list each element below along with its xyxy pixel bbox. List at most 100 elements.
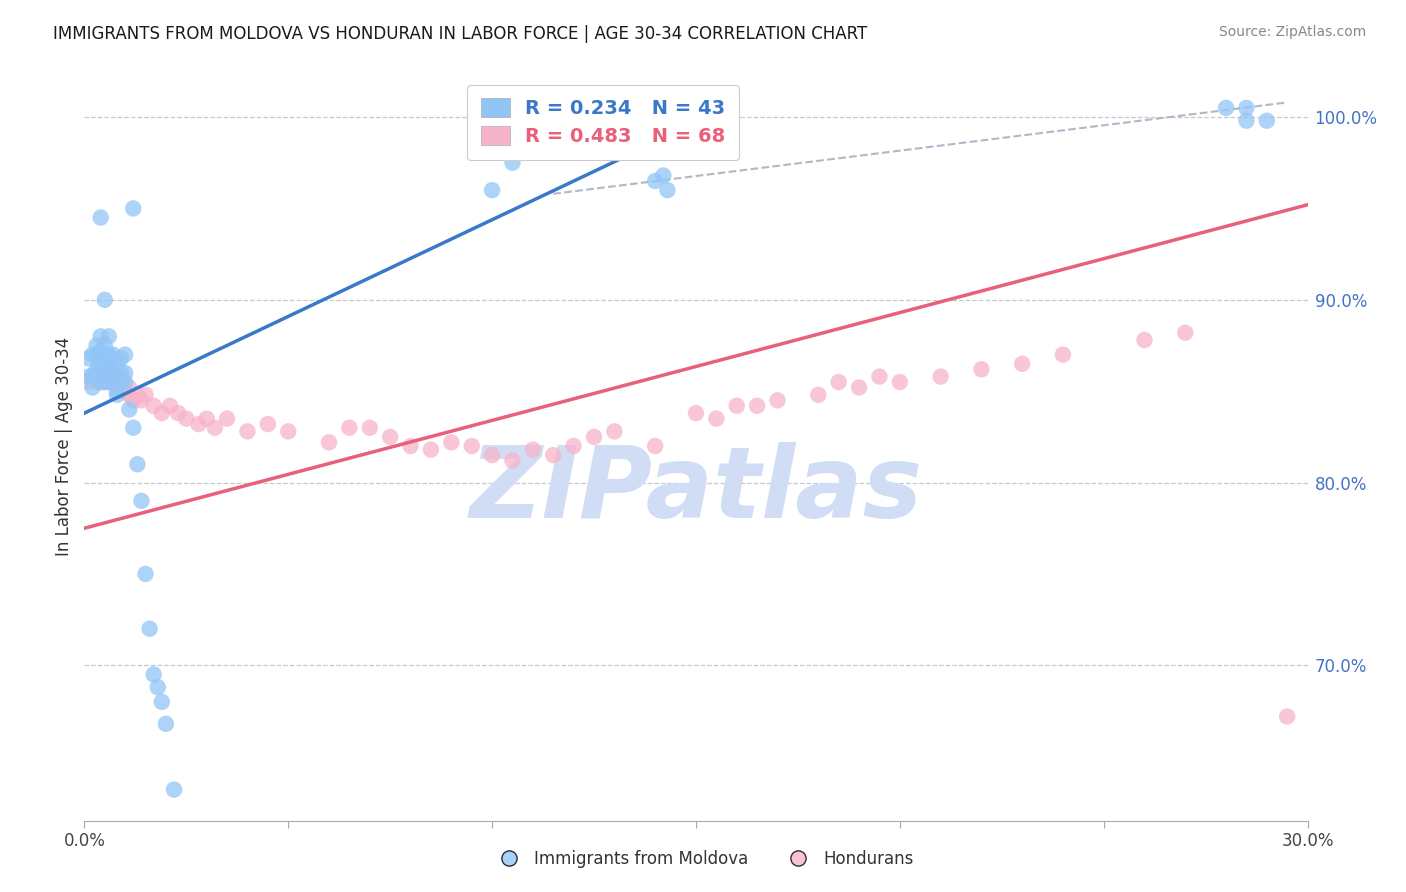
Point (848, 380, 870, 394)
Point (86, 366, 108, 380)
Point (90, 343, 112, 358)
Point (82, 348, 104, 362)
Point (110, 373, 132, 387)
Point (502, 155, 524, 169)
Point (114, 375, 136, 389)
Point (1052, 348, 1074, 362)
Point (110, 351, 132, 366)
Point (747, 399, 769, 413)
Point (481, 448, 503, 462)
Point (562, 439, 585, 453)
Point (359, 421, 381, 435)
Point (90, 366, 112, 380)
Point (101, 369, 124, 384)
Point (77, 369, 100, 384)
Y-axis label: In Labor Force | Age 30-34: In Labor Force | Age 30-34 (55, 336, 73, 556)
Point (77, 375, 100, 389)
Point (97, 375, 120, 389)
Point (90, 375, 112, 389)
Point (127, 388, 149, 402)
Point (828, 375, 851, 389)
Point (101, 348, 124, 362)
Point (970, 362, 993, 376)
Legend: R = 0.234   N = 43, R = 0.483   N = 68: R = 0.234 N = 43, R = 0.483 N = 68 (467, 85, 740, 160)
Point (105, 388, 128, 402)
Point (1133, 333, 1156, 347)
Point (82, 369, 104, 384)
Point (110, 375, 132, 389)
Point (204, 421, 226, 435)
Point (93, 338, 115, 352)
Point (110, 366, 132, 380)
Point (97, 366, 120, 380)
Point (97, 329, 120, 343)
Point (1215, 101, 1237, 115)
Point (380, 430, 402, 444)
Point (766, 393, 789, 408)
Point (93, 348, 115, 362)
Point (86, 338, 108, 352)
Point (142, 399, 165, 413)
Point (105, 384, 128, 399)
Point (86, 348, 108, 362)
Point (1011, 357, 1033, 371)
Point (135, 566, 157, 581)
Point (257, 417, 280, 431)
Point (150, 695, 173, 709)
Point (105, 369, 128, 384)
Point (657, 183, 679, 197)
Point (725, 399, 748, 413)
Point (807, 388, 830, 402)
Point (93, 366, 115, 380)
Point (118, 402, 141, 417)
Point (339, 421, 361, 435)
Text: ZIPatlas: ZIPatlas (470, 442, 922, 540)
Point (101, 366, 124, 380)
Point (142, 667, 165, 681)
Point (114, 348, 136, 362)
Point (114, 366, 136, 380)
Point (131, 493, 153, 508)
Point (110, 380, 132, 394)
Text: IMMIGRANTS FROM MOLDOVA VS HONDURAN IN LABOR FORCE | AGE 30-34 CORRELATION CHART: IMMIGRANTS FROM MOLDOVA VS HONDURAN IN L… (53, 25, 868, 43)
Point (685, 406, 707, 420)
Point (644, 174, 666, 188)
Point (481, 183, 503, 197)
Point (217, 411, 239, 425)
Point (82, 380, 104, 394)
Point (644, 439, 666, 453)
Point (1277, 709, 1299, 723)
Point (1236, 113, 1258, 128)
Text: Source: ZipAtlas.com: Source: ZipAtlas.com (1219, 25, 1367, 39)
Point (502, 453, 524, 467)
Point (93, 375, 115, 389)
Point (105, 375, 128, 389)
Point (77, 351, 100, 366)
Point (461, 439, 484, 453)
Point (97, 362, 120, 376)
Point (122, 202, 145, 216)
Point (101, 375, 124, 389)
Point (195, 411, 218, 425)
Point (122, 421, 145, 435)
Point (135, 388, 157, 402)
Point (652, 169, 675, 183)
Point (101, 369, 124, 384)
Point (101, 362, 124, 376)
Point (187, 417, 209, 431)
Point (97, 366, 120, 380)
Point (90, 348, 112, 362)
Point (155, 716, 177, 731)
Point (420, 442, 443, 457)
Point (97, 348, 120, 362)
Point (93, 357, 115, 371)
Point (90, 211, 112, 225)
Point (93, 369, 115, 384)
Point (869, 369, 891, 384)
Point (105, 369, 128, 384)
Point (93, 369, 115, 384)
Point (318, 435, 340, 450)
Point (522, 442, 544, 457)
Point (159, 399, 181, 413)
Point (127, 457, 149, 471)
